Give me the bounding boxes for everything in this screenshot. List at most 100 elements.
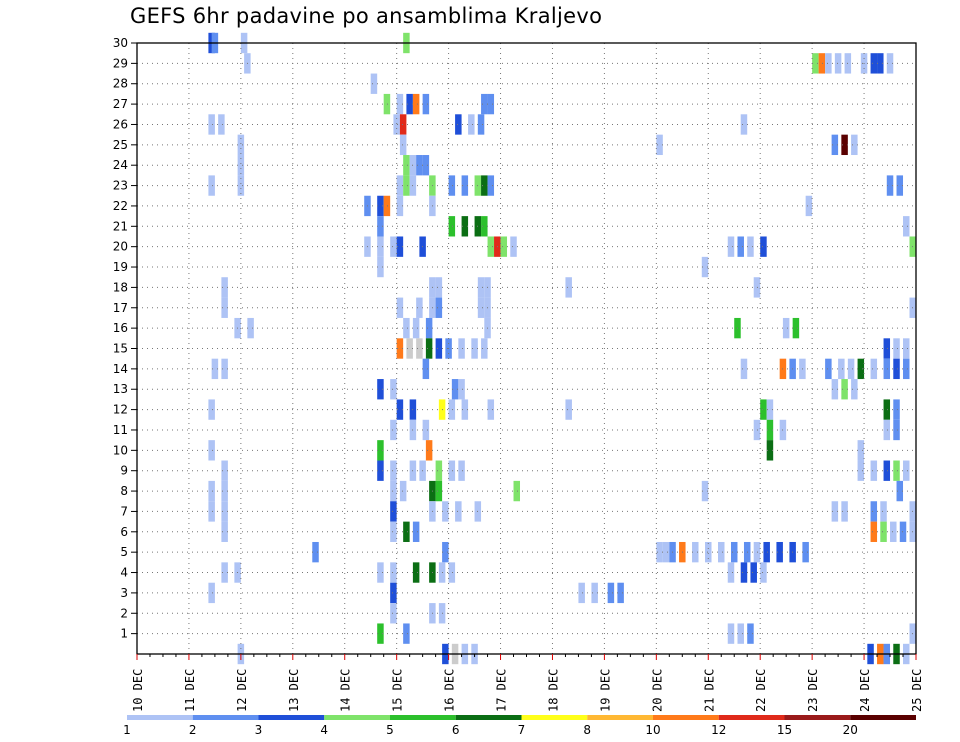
heatmap-cell — [377, 379, 384, 400]
heatmap-cell — [208, 480, 215, 502]
colorbar-label: 10 — [645, 723, 660, 737]
heatmap-cell — [692, 541, 699, 563]
heatmap-cell — [565, 277, 572, 298]
heatmap-cell — [448, 562, 456, 583]
heatmap-cell — [377, 562, 384, 583]
heatmap-cell — [237, 134, 245, 156]
heatmap-cell — [390, 603, 397, 624]
heatmap-cell — [893, 399, 900, 420]
colorbar-label: 7 — [518, 723, 526, 737]
colorbar-swatch — [455, 715, 522, 720]
heatmap-cell — [396, 195, 404, 217]
colorbar-swatch — [127, 715, 193, 720]
heatmap-cell — [857, 460, 865, 481]
heatmap-cell — [763, 541, 770, 563]
heatmap-cell — [383, 195, 391, 217]
heatmap-cell — [412, 562, 420, 583]
colorbar-swatch — [258, 715, 325, 720]
heatmap-cell — [877, 53, 884, 74]
heatmap-cell — [448, 399, 456, 420]
heatmap-cell — [435, 277, 443, 298]
heatmap-cell — [487, 236, 495, 257]
heatmap-cell — [841, 501, 848, 522]
x-tick-label: 24 DEC — [858, 669, 872, 712]
colorbar-label: 5 — [386, 723, 394, 737]
y-tick-label: 10 — [113, 443, 128, 457]
heatmap-cell — [896, 480, 904, 502]
y-tick-label: 19 — [113, 260, 128, 274]
heatmap-cell — [617, 582, 624, 604]
colorbar-label: 3 — [255, 723, 263, 737]
heatmap-cell — [455, 501, 462, 522]
heatmap-cell — [656, 541, 663, 563]
heatmap-cell — [510, 236, 517, 257]
heatmap-cell — [412, 317, 420, 339]
heatmap-cell — [237, 175, 245, 196]
heatmap-cell — [458, 338, 465, 359]
heatmap-cell — [851, 379, 858, 400]
heatmap-cell — [396, 297, 404, 318]
heatmap-cell — [903, 338, 910, 359]
y-tick-label: 7 — [120, 504, 128, 518]
y-tick-label: 4 — [120, 566, 128, 580]
heatmap-cell — [412, 521, 420, 542]
heatmap-cell — [727, 562, 735, 583]
heatmap-cell — [399, 114, 407, 135]
heatmap-cell — [487, 175, 495, 196]
heatmap-cell — [422, 155, 430, 176]
heatmap-cell — [435, 480, 443, 502]
x-tick-label: 11 DEC — [183, 669, 197, 712]
heatmap-cell — [370, 73, 378, 94]
heatmap-cell — [211, 358, 219, 380]
heatmap-cell — [903, 460, 910, 481]
heatmap-cell — [396, 93, 404, 115]
heatmap-cell — [883, 358, 891, 380]
heatmap-cell — [834, 53, 842, 74]
y-tick-label: 29 — [113, 56, 128, 70]
y-tick-label: 21 — [113, 219, 128, 233]
y-tick-label: 18 — [113, 280, 128, 294]
heatmap-cell — [753, 541, 761, 563]
colorbar-label: 15 — [777, 723, 792, 737]
heatmap-cell — [747, 623, 754, 644]
heatmap-cell — [448, 460, 456, 481]
heatmap-cell — [390, 562, 397, 583]
y-tick-label: 27 — [113, 97, 128, 111]
colorbar-swatch — [850, 715, 916, 720]
heatmap-cell — [377, 195, 384, 217]
heatmap-cell — [455, 114, 462, 135]
heatmap-cell — [740, 114, 748, 135]
heatmap-cell — [396, 175, 404, 196]
heatmap-cell — [481, 216, 488, 237]
y-tick-label: 17 — [113, 301, 128, 315]
heatmap-cell — [870, 521, 878, 542]
heatmap-cell — [903, 358, 910, 380]
heatmap-cell — [477, 277, 485, 298]
heatmap-cell — [851, 134, 858, 156]
x-tick-label: 10 DEC — [131, 669, 145, 712]
y-tick-label: 13 — [113, 382, 128, 396]
heatmap-cell — [565, 399, 572, 420]
heatmap-cell — [500, 236, 508, 257]
heatmap-cell — [461, 399, 469, 420]
heatmap-cell — [412, 93, 420, 115]
heatmap-cell — [870, 501, 878, 522]
heatmap-cell — [802, 541, 809, 563]
heatmap-cell — [208, 501, 215, 522]
x-tick-label: 15 DEC — [391, 669, 405, 712]
heatmap-cell — [880, 521, 887, 542]
heatmap-cell — [422, 358, 430, 380]
heatmap-cell — [448, 216, 456, 237]
heatmap-cell — [208, 582, 215, 604]
y-tick-label: 14 — [113, 362, 128, 376]
heatmap-cell — [377, 460, 384, 481]
heatmap-cell — [841, 134, 848, 156]
heatmap-cell — [208, 440, 215, 461]
heatmap-cell — [461, 216, 469, 237]
heatmap-cell — [890, 521, 897, 542]
heatmap-cell — [818, 53, 826, 74]
heatmap-cell — [870, 460, 878, 481]
heatmap-cell — [403, 175, 410, 196]
heatmap-cell — [377, 236, 384, 257]
heatmap-cell — [825, 53, 832, 74]
